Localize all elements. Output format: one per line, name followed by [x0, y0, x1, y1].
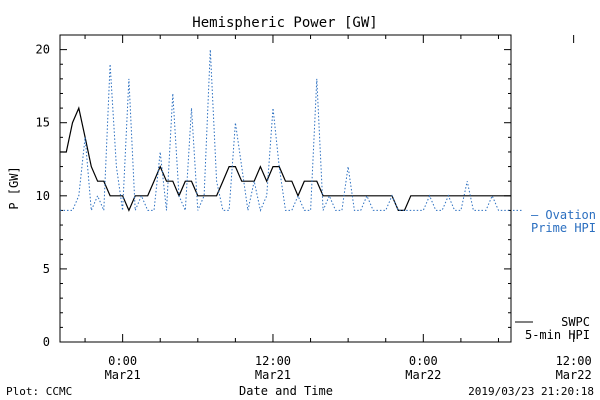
series-line-swpc [60, 106, 511, 212]
x-tick-time: 12:00 [255, 354, 291, 368]
y-tick-label: 15 [36, 116, 50, 130]
legend-ovation-line1: — Ovation [531, 208, 596, 222]
x-tick-date: Mar22 [556, 368, 592, 382]
y-tick-label: 10 [36, 189, 50, 203]
x-tick-date: Mar21 [255, 368, 291, 382]
x-tick-time: 0:00 [108, 354, 137, 368]
x-tick-date: Mar22 [405, 368, 441, 382]
y-tick-label: 0 [43, 335, 50, 349]
legend-swpc-line2: 5-min HPI [525, 328, 590, 342]
y-axis-label: P [GW] [7, 166, 21, 209]
x-ticks: 0:00Mar2112:00Mar210:00Mar2212:00Mar220:… [84, 35, 592, 382]
plot-frame [59, 34, 512, 343]
x-tick-date: Mar21 [105, 368, 141, 382]
legend-swpc-line1: SWPC [561, 315, 590, 329]
footer-timestamp: 2019/03/23 21:20:18 [468, 385, 594, 398]
series-line-ovation [60, 49, 511, 213]
x-axis-label: Date and Time [239, 384, 333, 398]
series-layer [60, 49, 511, 213]
y-ticks: 0 5 10 15 20 [36, 43, 511, 349]
y-tick-label: 5 [43, 262, 50, 276]
x-tick-time: 0:00 [409, 354, 438, 368]
legend-ovation-line2: Prime HPI [531, 221, 596, 235]
y-tick-label: 20 [36, 43, 50, 57]
footer-credit: Plot: CCMC [6, 385, 72, 398]
chart-title: Hemispheric Power [GW] [192, 15, 377, 31]
x-tick-time: 12:00 [556, 354, 592, 368]
